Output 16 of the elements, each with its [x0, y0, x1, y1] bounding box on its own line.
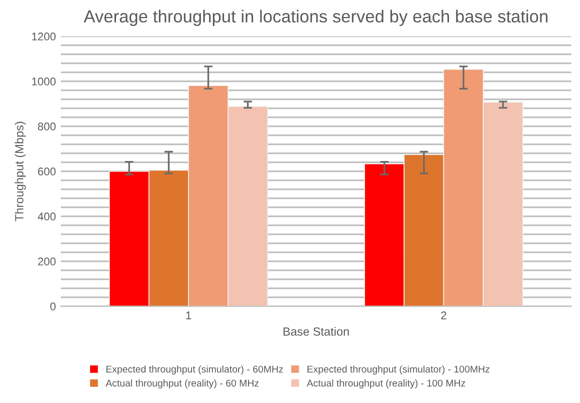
legend-label: Expected throughput (simulator) - 100MHz — [308, 365, 490, 375]
y-axis-title: Throughput (Mbps) — [14, 122, 26, 222]
x-tick-label: 2 — [441, 311, 446, 320]
y-tick-label: 0 — [50, 302, 56, 310]
legend-label: Expected throughput (simulator) - 60MHz — [106, 365, 283, 375]
y-tick-label: 800 — [38, 122, 56, 130]
y-tick-label: 200 — [38, 258, 56, 266]
y-tick-label: 600 — [38, 168, 56, 176]
legend-label: Actual throughput (reality) - 100 MHz — [306, 379, 466, 388]
y-tick-label: 1200 — [32, 32, 56, 40]
x-tick-label: 1 — [186, 312, 192, 320]
y-tick-label: 400 — [38, 212, 56, 220]
x-axis-title: Base Station — [284, 327, 349, 336]
y-tick-label: 1000 — [32, 78, 56, 86]
legend-label: Actual throughput (reality) - 60 MHz — [106, 379, 259, 388]
chart-title: Average throughput in locations served by each base station — [84, 10, 548, 26]
